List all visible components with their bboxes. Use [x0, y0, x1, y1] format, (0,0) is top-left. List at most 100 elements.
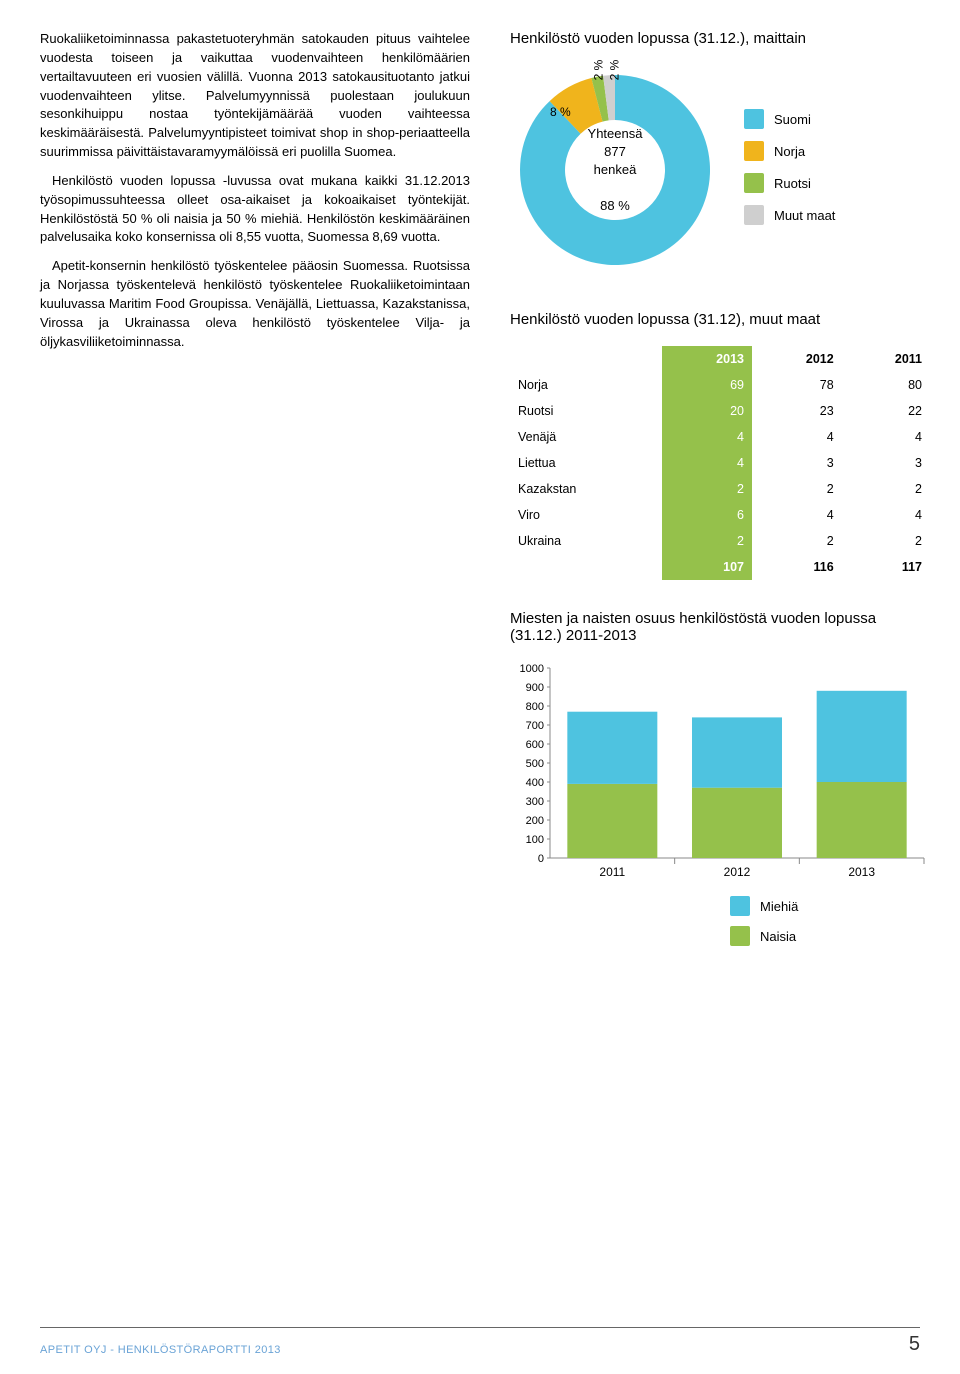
y-tick-label: 800	[526, 701, 544, 713]
table-cell: 2	[662, 528, 752, 554]
table-cell: 78	[752, 372, 842, 398]
pie-legend: Suomi Norja Ruotsi Muut maat	[744, 109, 835, 225]
table-total-row: 107116117	[510, 554, 930, 580]
table-row: Ruotsi202322	[510, 398, 930, 424]
table-cell: 2	[752, 528, 842, 554]
y-tick-label: 0	[538, 853, 544, 865]
pie-center-l2: 877	[604, 143, 626, 161]
table-row: Liettua433	[510, 450, 930, 476]
pie-label-d: 88 %	[600, 197, 630, 215]
table-cell: Viro	[510, 502, 662, 528]
legend-label: Muut maat	[774, 208, 835, 223]
table-cell: 4	[842, 424, 930, 450]
x-tick-label: 2013	[848, 865, 875, 879]
pie-center-label: Yhteensä 877 henkeä 88 %	[510, 65, 720, 275]
page-number: 5	[909, 1333, 920, 1356]
y-tick-label: 1000	[520, 663, 544, 675]
table-cell: 3	[842, 450, 930, 476]
legend-label: Ruotsi	[774, 176, 811, 191]
pie-chart-title: Henkilöstö vuoden lopussa (31.12.), mait…	[510, 30, 930, 47]
legend-label: Miehiä	[760, 899, 798, 914]
table-cell: 4	[752, 502, 842, 528]
table-cell: 4	[842, 502, 930, 528]
table-cell: 69	[662, 372, 752, 398]
y-tick-label: 400	[526, 777, 544, 789]
table-cell: 23	[752, 398, 842, 424]
table-header: 2011	[842, 346, 930, 372]
x-tick-label: 2012	[724, 865, 751, 879]
legend-swatch	[730, 926, 750, 946]
bar-segment	[567, 712, 657, 784]
legend-item: Norja	[744, 141, 835, 161]
pie-chart: Yhteensä 877 henkeä 88 % 8 % 2 % 2 % Suo…	[510, 65, 930, 275]
y-tick-label: 300	[526, 796, 544, 808]
table-cell: 22	[842, 398, 930, 424]
table-cell: Ukraina	[510, 528, 662, 554]
pie-center-l1: Yhteensä	[588, 125, 643, 143]
legend-item: Suomi	[744, 109, 835, 129]
bar-segment	[817, 691, 907, 782]
table-cell	[510, 554, 662, 580]
table-row: Viro644	[510, 502, 930, 528]
pie-center-l3: henkeä	[594, 161, 637, 179]
table-title: Henkilöstö vuoden lopussa (31.12), muut …	[510, 311, 930, 328]
legend-item: Muut maat	[744, 205, 835, 225]
body-para-1: Ruokaliiketoiminnassa pakastetuoteryhmän…	[40, 30, 470, 162]
table-cell: 4	[662, 424, 752, 450]
legend-item: Miehiä	[730, 896, 930, 916]
country-table: 201320122011Norja697880Ruotsi202322Venäj…	[510, 346, 930, 580]
body-para-3: Apetit-konsernin henkilöstö työskentelee…	[40, 257, 470, 351]
table-row: Venäjä444	[510, 424, 930, 450]
y-tick-label: 600	[526, 739, 544, 751]
body-para-2: Henkilöstö vuoden lopussa -luvussa ovat …	[40, 172, 470, 247]
legend-item: Naisia	[730, 926, 930, 946]
x-tick-label: 2011	[599, 865, 625, 879]
legend-label: Naisia	[760, 929, 796, 944]
table-row: Kazakstan222	[510, 476, 930, 502]
legend-swatch	[744, 141, 764, 161]
table-cell: Kazakstan	[510, 476, 662, 502]
table-cell: Venäjä	[510, 424, 662, 450]
table-row: Ukraina222	[510, 528, 930, 554]
table-cell: Norja	[510, 372, 662, 398]
footer-rule	[40, 1327, 920, 1328]
table-cell: 2	[662, 476, 752, 502]
table-cell: 4	[662, 450, 752, 476]
table-cell: Ruotsi	[510, 398, 662, 424]
legend-label: Suomi	[774, 112, 811, 127]
legend-swatch	[744, 173, 764, 193]
table-cell: 20	[662, 398, 752, 424]
bar-chart-title: Miesten ja naisten osuus henkilöstöstä v…	[510, 610, 930, 644]
table-header: 2012	[752, 346, 842, 372]
legend-label: Norja	[774, 144, 805, 159]
legend-item: Ruotsi	[744, 173, 835, 193]
table-cell: 117	[842, 554, 930, 580]
table-cell: Liettua	[510, 450, 662, 476]
footer-text: APETIT OYJ - HENKILÖSTÖRAPORTTI 2013	[40, 1344, 281, 1356]
pie-label-b: 2 %	[591, 60, 605, 81]
pie-label-c: 8 %	[550, 105, 571, 119]
table-cell: 4	[752, 424, 842, 450]
legend-swatch	[744, 109, 764, 129]
bar-segment	[692, 717, 782, 787]
table-cell: 2	[842, 528, 930, 554]
y-tick-label: 900	[526, 682, 544, 694]
bar-segment	[692, 788, 782, 858]
y-tick-label: 700	[526, 720, 544, 732]
table-cell: 3	[752, 450, 842, 476]
legend-swatch	[744, 205, 764, 225]
legend-swatch	[730, 896, 750, 916]
y-tick-label: 500	[526, 758, 544, 770]
bar-chart: 0100200300400500600700800900100020112012…	[510, 662, 930, 882]
bar-segment	[567, 784, 657, 858]
table-header: 2013	[662, 346, 752, 372]
table-cell: 107	[662, 554, 752, 580]
table-cell: 116	[752, 554, 842, 580]
table-cell: 2	[752, 476, 842, 502]
table-header	[510, 346, 662, 372]
table-row: Norja697880	[510, 372, 930, 398]
table-cell: 6	[662, 502, 752, 528]
table-cell: 80	[842, 372, 930, 398]
bar-legend: Miehiä Naisia	[730, 896, 930, 946]
pie-label-a: 2 %	[607, 60, 621, 81]
